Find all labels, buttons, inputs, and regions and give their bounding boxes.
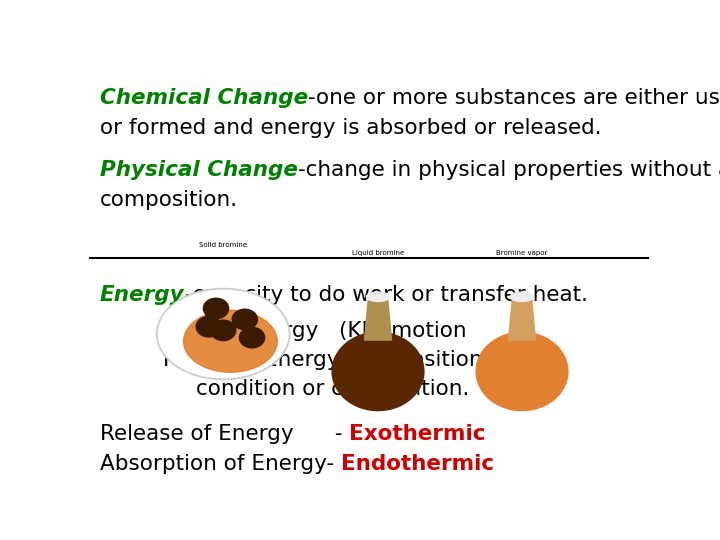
- Text: Endothermic: Endothermic: [341, 454, 494, 474]
- Text: Energy: Energy: [100, 285, 184, 305]
- Text: Chemical Change: Chemical Change: [100, 87, 308, 107]
- Text: Solid bromine: Solid bromine: [199, 242, 247, 248]
- Text: composition.: composition.: [100, 191, 238, 211]
- Ellipse shape: [211, 320, 236, 341]
- Ellipse shape: [204, 298, 229, 319]
- Ellipse shape: [366, 292, 390, 301]
- Ellipse shape: [157, 288, 290, 380]
- Ellipse shape: [158, 291, 288, 377]
- Text: -change in physical properties without a change in: -change in physical properties without a…: [298, 160, 720, 180]
- Text: Physical Change: Physical Change: [100, 160, 298, 180]
- Text: Bromine vapor: Bromine vapor: [496, 250, 548, 256]
- Text: Liquid bromine: Liquid bromine: [352, 250, 404, 256]
- Text: Release of Energy      -: Release of Energy -: [100, 424, 349, 444]
- Polygon shape: [508, 300, 536, 340]
- Text: Kinetic Energy   (KE)-motion: Kinetic Energy (KE)-motion: [163, 321, 466, 341]
- Ellipse shape: [196, 316, 222, 337]
- Text: Potential Energy (PE)-position,: Potential Energy (PE)-position,: [163, 349, 489, 369]
- Text: -one or more substances are either used up: -one or more substances are either used …: [308, 87, 720, 107]
- Text: condition or composition.: condition or composition.: [196, 379, 469, 399]
- Polygon shape: [364, 300, 392, 340]
- Ellipse shape: [476, 332, 568, 410]
- Ellipse shape: [510, 292, 534, 301]
- Text: Exothermic: Exothermic: [349, 424, 486, 444]
- Ellipse shape: [332, 332, 424, 410]
- Text: or formed and energy is absorbed or released.: or formed and energy is absorbed or rele…: [100, 118, 602, 138]
- Text: -capacity to do work or transfer heat.: -capacity to do work or transfer heat.: [184, 285, 588, 305]
- Ellipse shape: [184, 310, 277, 372]
- Ellipse shape: [240, 327, 265, 348]
- Ellipse shape: [232, 309, 258, 329]
- Text: Absorption of Energy-: Absorption of Energy-: [100, 454, 341, 474]
